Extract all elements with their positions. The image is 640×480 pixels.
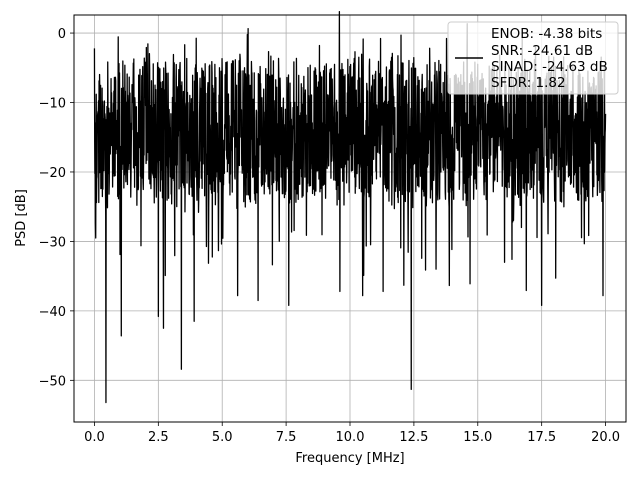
series-psd	[93, 10, 607, 404]
legend: ENOB: -4.38 bits SNR: -24.61 dB SINAD: -…	[447, 21, 619, 95]
x-tick-label: 0.0	[84, 430, 105, 445]
x-tick-label: 20.0	[591, 430, 620, 445]
x-tick-label: 15.0	[463, 430, 492, 445]
psd-trace	[93, 10, 607, 404]
legend-entry-sfdr: SFDR: 1.82	[491, 75, 566, 91]
x-tick-label: 2.5	[148, 430, 169, 445]
y-tick-label: −10	[39, 97, 66, 112]
legend-entry-enob: ENOB: -4.38 bits	[491, 26, 602, 42]
x-tick-label: 17.5	[527, 430, 556, 445]
x-axis-label: Frequency [MHz]	[295, 451, 404, 466]
y-tick-label: −30	[39, 235, 66, 250]
y-axis: 0 −10 −20 −30 −40 −50	[39, 27, 74, 389]
x-tick-label: 10.0	[336, 430, 365, 445]
x-tick-label: 7.5	[276, 430, 297, 445]
x-tick-label: 12.5	[399, 430, 428, 445]
legend-entry-snr: SNR: -24.61 dB	[491, 43, 593, 59]
legend-box	[447, 21, 619, 95]
y-tick-label: 0	[58, 27, 66, 42]
x-axis: 0.0 2.5 5.0 7.5 10.0 12.5 15.0 17.5 20.0	[84, 422, 620, 445]
y-axis-label: PSD [dB]	[14, 189, 29, 247]
legend-entry-sinad: SINAD: -24.63 dB	[491, 59, 608, 75]
y-tick-label: −40	[39, 305, 66, 320]
y-tick-label: −50	[39, 374, 66, 389]
y-tick-label: −20	[39, 166, 66, 181]
x-tick-label: 5.0	[212, 430, 233, 445]
